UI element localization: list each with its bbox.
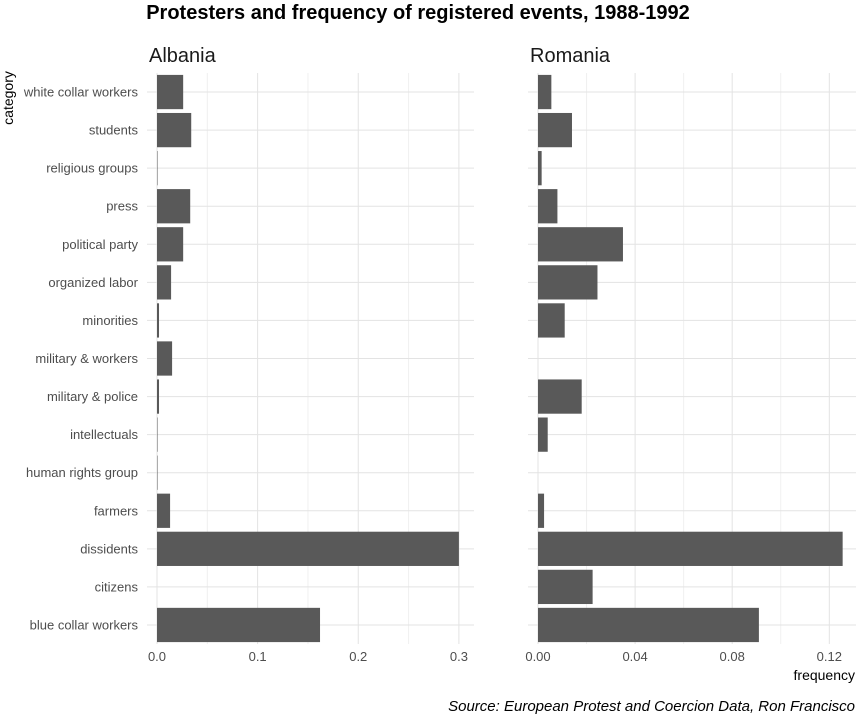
bar-romania-press	[538, 189, 558, 224]
x-tick-label: 0.1	[249, 649, 267, 664]
x-tick-label: 0.2	[349, 649, 367, 664]
bar-albania-farmers	[157, 493, 171, 528]
bar-romania-military-police	[538, 379, 582, 414]
x-tick-label: 0.08	[720, 649, 745, 664]
bar-albania-press	[157, 189, 191, 224]
bar-romania-political-party	[538, 227, 623, 262]
bar-albania-military-police	[157, 379, 160, 414]
bar-albania-dissidents	[157, 531, 459, 566]
bar-albania-political-party	[157, 227, 184, 262]
bar-romania-farmers	[538, 493, 545, 528]
bar-albania-human-rights-group	[157, 455, 158, 490]
category-label: religious groups	[46, 161, 138, 176]
plot-area: white collar workers students religious gr…	[23, 45, 856, 664]
category-label: intellectuals	[70, 427, 138, 442]
chart-title: Protesters and frequency of registered e…	[146, 2, 690, 24]
category-label: political party	[62, 237, 138, 252]
category-label: military & workers	[35, 351, 138, 366]
category-label: press	[106, 199, 138, 214]
x-tick-label: 0.12	[817, 649, 842, 664]
category-label: blue collar workers	[30, 617, 139, 632]
bar-albania-intellectuals	[157, 417, 158, 452]
x-tick-label: 0.00	[525, 649, 550, 664]
bar-albania-minorities	[157, 303, 160, 338]
category-label: students	[89, 123, 139, 138]
bar-romania-dissidents	[538, 531, 843, 566]
x-axis-title: frequency	[794, 667, 855, 683]
x-tick-label: 0.04	[622, 649, 647, 664]
panel-title-romania: Romania	[530, 45, 611, 67]
category-label: white collar workers	[23, 85, 139, 100]
bar-romania-organized-labor	[538, 265, 598, 300]
bar-albania-religious-groups	[157, 151, 158, 186]
bar-albania-white-collar-workers	[157, 74, 184, 110]
category-label: military & police	[47, 389, 138, 404]
panel-title-albania: Albania	[149, 45, 217, 67]
bar-romania-religious-groups	[538, 151, 542, 186]
bar-romania-blue-collar-workers	[538, 607, 759, 643]
y-axis-title: category	[0, 71, 16, 125]
x-tick-label: 0.0	[148, 649, 166, 664]
bar-albania-military-workers	[157, 341, 173, 376]
category-label: citizens	[95, 579, 139, 594]
bar-albania-blue-collar-workers	[157, 607, 321, 643]
bar-romania-white-collar-workers	[538, 74, 552, 110]
category-label: human rights group	[26, 465, 138, 480]
caption: Source: European Protest and Coercion Da…	[448, 698, 855, 714]
bar-romania-intellectuals	[538, 417, 548, 452]
category-label: dissidents	[80, 541, 138, 556]
bar-romania-minorities	[538, 303, 565, 338]
x-tick-label: 0.3	[450, 649, 468, 664]
bar-albania-organized-labor	[157, 265, 172, 300]
bar-romania-students	[538, 112, 572, 148]
bar-albania-students	[157, 112, 192, 148]
category-label: organized labor	[48, 275, 138, 290]
bar-romania-citizens	[538, 569, 593, 605]
category-label: farmers	[94, 503, 139, 518]
category-label: minorities	[82, 313, 138, 328]
